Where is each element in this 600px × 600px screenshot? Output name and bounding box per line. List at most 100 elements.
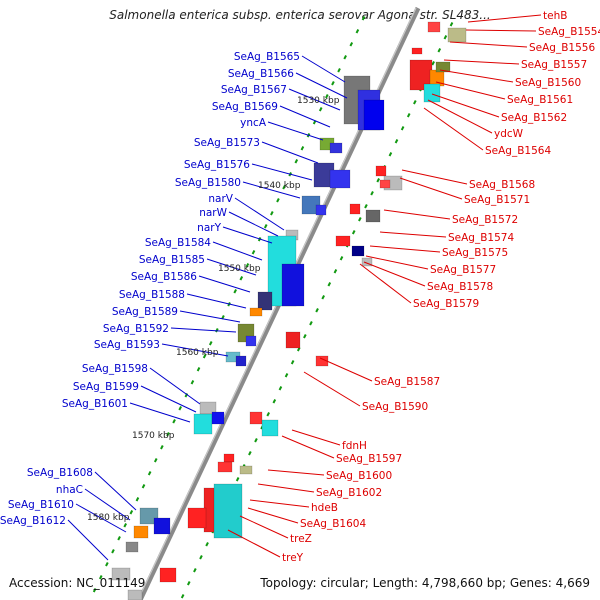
gene-label-left[interactable]: yncA — [240, 117, 267, 129]
label-leader — [427, 99, 493, 134]
gene-feature[interactable] — [211, 411, 225, 425]
gene-feature[interactable] — [127, 589, 143, 600]
gene-feature[interactable] — [379, 179, 391, 189]
label-leader — [301, 55, 346, 83]
gene-feature[interactable] — [111, 567, 131, 581]
gene-label-left[interactable]: SeAg_B1599 — [73, 381, 139, 393]
gene-feature[interactable] — [447, 27, 467, 43]
gene-label-right[interactable]: SeAg_B1572 — [452, 214, 518, 226]
gene-feature[interactable] — [153, 517, 171, 535]
gene-label-left[interactable]: SeAg_B1567 — [221, 84, 287, 96]
gene-feature[interactable] — [133, 525, 149, 539]
label-leader — [363, 261, 426, 287]
label-leaders — [67, 14, 542, 561]
gene-label-left[interactable]: SeAg_B1589 — [112, 306, 178, 318]
gene-label-right[interactable]: tehB — [543, 10, 567, 22]
gene-label-left[interactable]: SeAg_B1592 — [103, 323, 169, 335]
gene-label-left[interactable]: SeAg_B1573 — [194, 137, 260, 149]
gene-label-right[interactable]: SeAg_B1561 — [507, 94, 573, 106]
gene-label-left[interactable]: SeAg_B1585 — [139, 254, 205, 266]
gene-label-left[interactable]: SeAg_B1601 — [62, 398, 128, 410]
gene-label-right[interactable]: SeAg_B1597 — [336, 453, 402, 465]
tick-mark — [141, 484, 146, 489]
gene-feature[interactable] — [329, 169, 351, 189]
gene-label-left[interactable]: narW — [199, 207, 227, 219]
gene-label-left[interactable]: SeAg_B1588 — [119, 289, 185, 301]
gene-feature[interactable] — [365, 209, 381, 223]
gene-label-left[interactable]: SeAg_B1608 — [27, 467, 93, 479]
gene-label-left[interactable]: SeAg_B1566 — [228, 68, 294, 80]
gene-label-right[interactable]: hdeB — [311, 502, 338, 514]
gene-feature[interactable] — [223, 453, 235, 463]
gene-feature[interactable] — [159, 567, 177, 583]
gene-feature[interactable] — [349, 203, 361, 215]
gene-label-left[interactable]: SeAg_B1598 — [82, 363, 148, 375]
gene-label-right[interactable]: SeAg_B1554 — [538, 26, 600, 38]
gene-label-right[interactable]: SeAg_B1564 — [485, 145, 551, 157]
gene-feature[interactable] — [187, 507, 207, 529]
gene-feature[interactable] — [257, 291, 273, 311]
gene-feature[interactable] — [261, 419, 279, 437]
gene-feature[interactable] — [213, 483, 243, 539]
gene-label-left[interactable]: nhaC — [56, 484, 83, 496]
gene-label-right[interactable]: SeAg_B1557 — [521, 59, 587, 71]
gene-label-right[interactable]: SeAg_B1556 — [529, 42, 595, 54]
gene-label-right[interactable]: ydcW — [494, 128, 524, 140]
gene-label-left[interactable]: SeAg_B1586 — [131, 271, 197, 283]
gene-feature[interactable] — [363, 99, 385, 131]
tick-mark — [278, 386, 283, 391]
gene-label-left[interactable]: SeAg_B1565 — [234, 51, 300, 63]
gene-label-right[interactable]: fdnH — [342, 440, 367, 452]
gene-label-left[interactable]: SeAg_B1612 — [0, 515, 66, 527]
gene-label-right[interactable]: SeAg_B1562 — [501, 112, 567, 124]
gene-feature[interactable] — [427, 21, 441, 33]
gene-feature[interactable] — [375, 165, 387, 177]
gene-label-right[interactable]: SeAg_B1560 — [515, 77, 581, 89]
gene-label-left[interactable]: SeAg_B1610 — [8, 499, 74, 511]
gene-feature[interactable] — [239, 465, 253, 475]
gene-feature[interactable] — [125, 541, 139, 553]
gene-label-right[interactable]: SeAg_B1575 — [442, 247, 508, 259]
gene-label-right[interactable]: SeAg_B1590 — [362, 401, 428, 413]
gene-label-right[interactable]: SeAg_B1574 — [448, 232, 514, 244]
gene-label-right[interactable]: SeAg_B1604 — [300, 518, 366, 530]
gene-feature[interactable] — [139, 507, 159, 525]
gene-label-right[interactable]: treZ — [290, 533, 312, 545]
gene-feature[interactable] — [249, 411, 263, 425]
gene-feature[interactable] — [217, 461, 233, 473]
gene-feature[interactable] — [435, 61, 451, 73]
gene-feature[interactable] — [423, 83, 441, 103]
gene-label-left[interactable]: SeAg_B1584 — [145, 237, 211, 249]
gene-label-left[interactable]: SeAg_B1569 — [212, 101, 278, 113]
tick-mark — [254, 438, 258, 443]
gene-feature[interactable] — [335, 235, 351, 247]
gene-feature[interactable] — [411, 47, 423, 55]
gene-label-right[interactable]: SeAg_B1602 — [316, 487, 382, 499]
gene-label-left[interactable]: narY — [197, 222, 221, 234]
gene-label-right[interactable]: SeAg_B1571 — [464, 194, 530, 206]
gene-label-right[interactable]: SeAg_B1600 — [326, 470, 392, 482]
gene-feature[interactable] — [193, 413, 213, 435]
gene-label-right[interactable]: SeAg_B1578 — [427, 281, 493, 293]
label-leader — [228, 211, 279, 237]
gene-label-left[interactable]: SeAg_B1593 — [94, 339, 160, 351]
gene-label-right[interactable]: SeAg_B1577 — [430, 264, 496, 276]
gene-label-left[interactable]: SeAg_B1580 — [175, 177, 241, 189]
gene-feature[interactable] — [235, 355, 247, 367]
gene-feature[interactable] — [351, 245, 365, 257]
gene-label-left[interactable]: narV — [208, 193, 233, 205]
gene-feature[interactable] — [281, 263, 305, 307]
gene-feature[interactable] — [315, 204, 327, 216]
gene-label-right[interactable]: SeAg_B1587 — [374, 376, 440, 388]
gene-label-right[interactable]: SeAg_B1568 — [469, 179, 535, 191]
gene-label-right[interactable]: SeAg_B1579 — [413, 298, 479, 310]
tick-mark — [92, 588, 97, 593]
gene-feature[interactable] — [245, 335, 257, 347]
gene-feature[interactable] — [249, 307, 263, 317]
gene-label-left[interactable]: SeAg_B1576 — [184, 159, 250, 171]
gene-feature[interactable] — [361, 257, 373, 267]
gene-feature[interactable] — [329, 142, 343, 154]
gene-feature[interactable] — [285, 331, 301, 349]
gene-label-right[interactable]: treY — [282, 552, 304, 564]
tick-mark — [413, 100, 417, 105]
